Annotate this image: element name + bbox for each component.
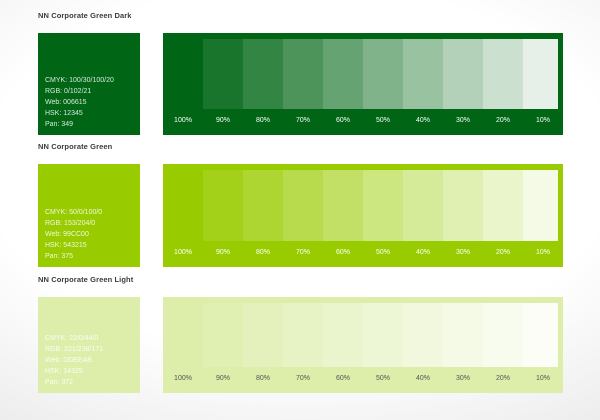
- tint-percent-label: 40%: [415, 117, 430, 124]
- tint-block-40: [403, 39, 443, 109]
- tint-percent-label: 80%: [255, 249, 270, 256]
- cmyk-value: CMYK: 100/30/100/20: [45, 77, 114, 84]
- hsk-value: HSK: 12345: [45, 110, 83, 117]
- tint-block-30: [443, 39, 483, 109]
- rgb-value: RGB: 221/238/171: [45, 346, 103, 353]
- tint-block-40: [403, 170, 443, 241]
- tint-percent-label: 60%: [335, 249, 350, 256]
- tint-percent-label: 10%: [535, 117, 550, 124]
- tint-percent-label: 30%: [455, 249, 470, 256]
- tint-block-70: [283, 303, 323, 367]
- tint-blocks: [203, 39, 558, 109]
- color-swatch: CMYK: 22/0/44/0 RGB: 221/238/171 Web: DD…: [38, 297, 140, 393]
- tint-percent-label: 50%: [375, 117, 390, 124]
- tint-block-20: [483, 170, 523, 241]
- color-swatch: CMYK: 50/0/100/0 RGB: 153/204/0 Web: 99C…: [38, 164, 140, 267]
- tint-percent-label: 70%: [295, 375, 310, 382]
- tint-percent-label: 90%: [215, 117, 230, 124]
- tint-block-60: [323, 303, 363, 367]
- tint-block-90: [203, 39, 243, 109]
- color-specs: CMYK: 22/0/44/0 RGB: 221/238/171 Web: DD…: [45, 333, 140, 388]
- tint-percent-label: 10%: [535, 249, 550, 256]
- tint-percent-label: 10%: [535, 375, 550, 382]
- pan-value: Pan: 375: [45, 253, 74, 260]
- pan-value: Pan: 372: [45, 379, 74, 386]
- tint-percent-label: 70%: [295, 117, 310, 124]
- tint-block-90: [203, 170, 243, 241]
- tint-percent-labels: 100% 90% 80% 70% 60% 50% 40% 30% 20% 10%: [163, 109, 563, 135]
- tint-block-90: [203, 303, 243, 367]
- rgb-value: RGB: 153/204/0: [45, 220, 96, 227]
- tint-percent-label: 40%: [415, 249, 430, 256]
- tint-percent-label: 80%: [255, 117, 270, 124]
- tint-percent-label: 70%: [295, 249, 310, 256]
- cmyk-value: CMYK: 22/0/44/0: [45, 335, 99, 342]
- cmyk-value: CMYK: 50/0/100/0: [45, 209, 103, 216]
- web-value: Web: 99CC00: [45, 231, 89, 238]
- tint-block-70: [283, 39, 323, 109]
- color-row-green: NN Corporate Green CMYK: 50/0/100/0 RGB:…: [38, 142, 563, 267]
- tint-block-10: [523, 39, 558, 109]
- tint-percent-label: 30%: [455, 375, 470, 382]
- tint-block-80: [243, 170, 283, 241]
- tint-percent-label: 50%: [375, 249, 390, 256]
- web-value: Web: 006615: [45, 99, 87, 106]
- tint-block-50: [363, 170, 403, 241]
- tint-blocks: [203, 303, 558, 367]
- tint-block-20: [483, 303, 523, 367]
- tint-block-30: [443, 303, 483, 367]
- tint-block-50: [363, 303, 403, 367]
- tint-percent-label: 60%: [335, 375, 350, 382]
- tint-blocks: [203, 170, 558, 241]
- tint-percent-label: 100%: [174, 249, 192, 256]
- tint-block-70: [283, 170, 323, 241]
- color-row-green-light: NN Corporate Green Light CMYK: 22/0/44/0…: [38, 275, 563, 393]
- tint-block-80: [243, 303, 283, 367]
- tint-percent-label: 40%: [415, 375, 430, 382]
- tint-percent-label: 90%: [215, 375, 230, 382]
- tint-percent-labels: 100% 90% 80% 70% 60% 50% 40% 30% 20% 10%: [163, 367, 563, 393]
- tint-percent-labels: 100% 90% 80% 70% 60% 50% 40% 30% 20% 10%: [163, 241, 563, 267]
- tint-block-80: [243, 39, 283, 109]
- tint-percent-label: 30%: [455, 117, 470, 124]
- color-swatch: CMYK: 100/30/100/20 RGB: 0/102/21 Web: 0…: [38, 33, 140, 135]
- tint-block-10: [523, 170, 558, 241]
- color-specs: CMYK: 50/0/100/0 RGB: 153/204/0 Web: 99C…: [45, 207, 140, 262]
- tint-percent-label: 20%: [495, 249, 510, 256]
- hsk-value: HSK: 14325: [45, 368, 83, 375]
- tint-block-20: [483, 39, 523, 109]
- tint-block-40: [403, 303, 443, 367]
- tint-percent-label: 20%: [495, 375, 510, 382]
- tint-percent-label: 100%: [174, 117, 192, 124]
- tint-percent-label: 20%: [495, 117, 510, 124]
- color-title: NN Corporate Green Light: [38, 275, 134, 284]
- hsk-value: HSK: 543215: [45, 242, 87, 249]
- tint-percent-label: 90%: [215, 249, 230, 256]
- tint-percent-label: 50%: [375, 375, 390, 382]
- tint-block-50: [363, 39, 403, 109]
- color-specs: CMYK: 100/30/100/20 RGB: 0/102/21 Web: 0…: [45, 75, 140, 130]
- tint-block-60: [323, 39, 363, 109]
- rgb-value: RGB: 0/102/21: [45, 88, 92, 95]
- tint-bar: 100% 90% 80% 70% 60% 50% 40% 30% 20% 10%: [163, 164, 563, 267]
- web-value: Web: DDEEAB: [45, 357, 92, 364]
- tint-block-30: [443, 170, 483, 241]
- pan-value: Pan: 349: [45, 121, 74, 128]
- tint-percent-label: 80%: [255, 375, 270, 382]
- tint-percent-label: 100%: [174, 375, 192, 382]
- color-row-green-dark: NN Corporate Green Dark CMYK: 100/30/100…: [38, 11, 563, 135]
- color-title: NN Corporate Green: [38, 142, 113, 151]
- tint-bar: 100% 90% 80% 70% 60% 50% 40% 30% 20% 10%: [163, 33, 563, 135]
- tint-percent-label: 60%: [335, 117, 350, 124]
- tint-bar: 100% 90% 80% 70% 60% 50% 40% 30% 20% 10%: [163, 297, 563, 393]
- tint-block-10: [523, 303, 558, 367]
- color-title: NN Corporate Green Dark: [38, 11, 132, 20]
- tint-block-60: [323, 170, 363, 241]
